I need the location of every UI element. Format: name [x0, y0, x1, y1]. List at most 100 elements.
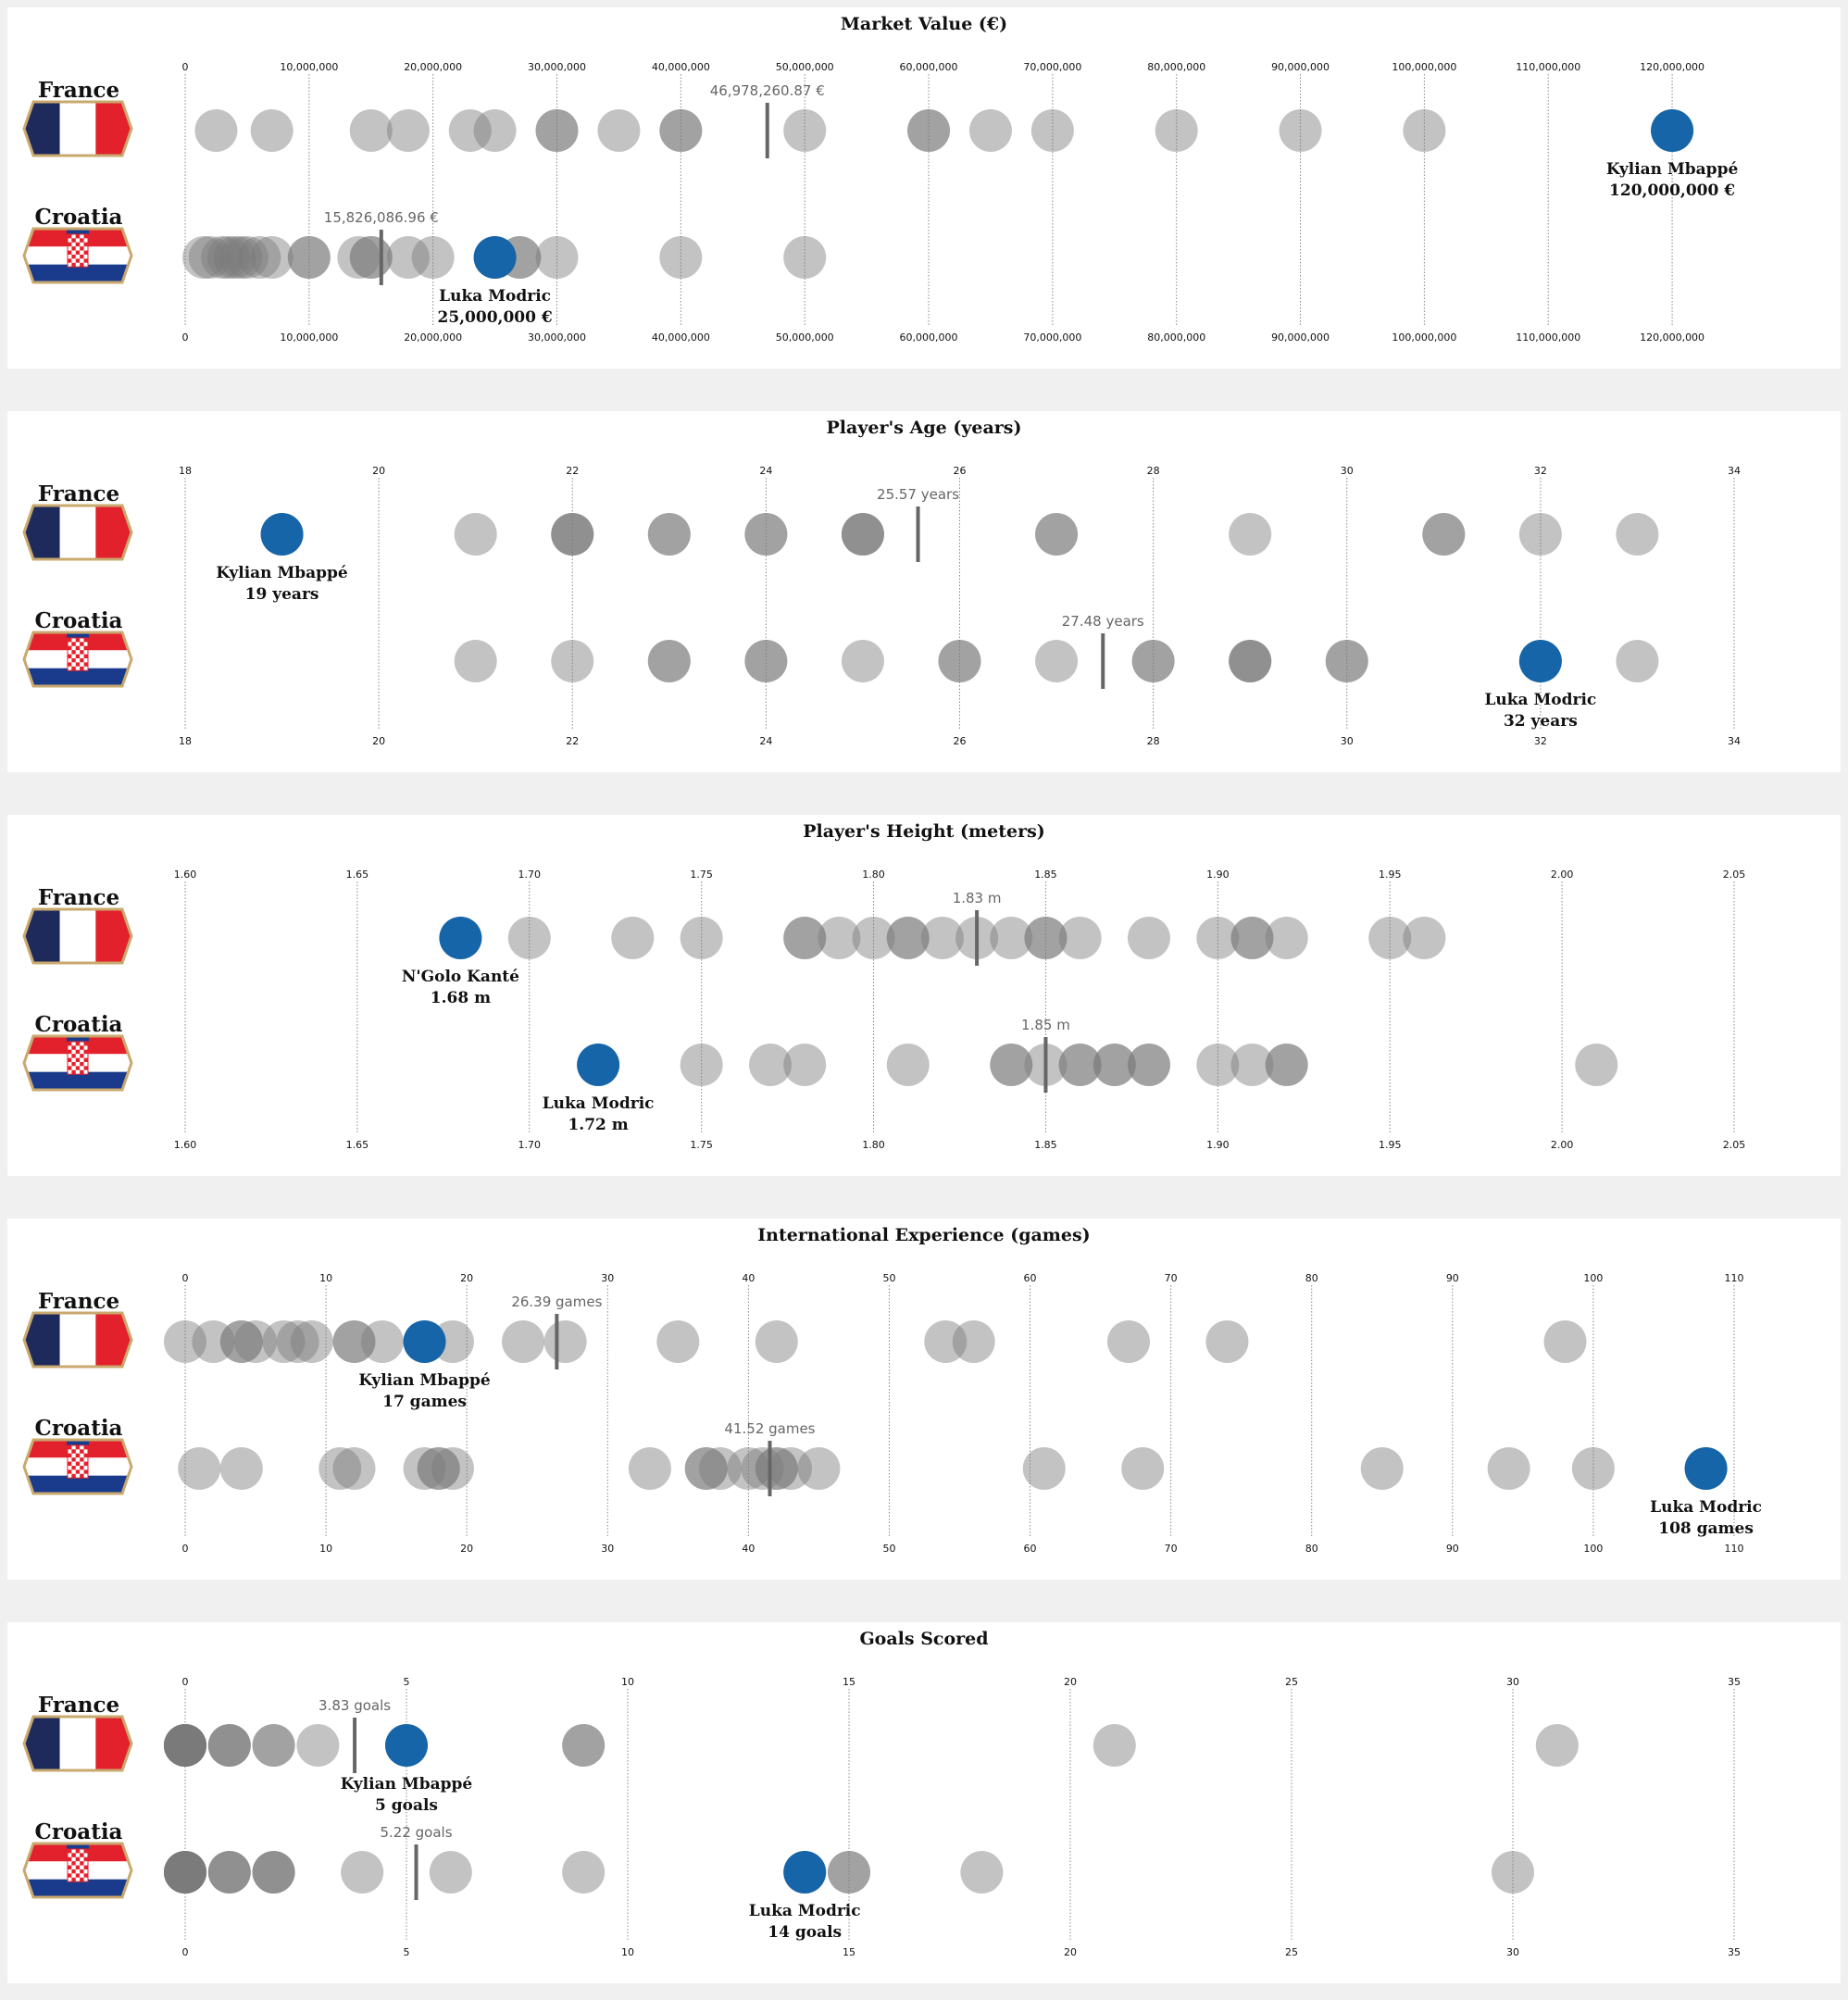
player-dot: [1024, 917, 1068, 959]
player-dot: [1360, 1447, 1404, 1490]
highlight-player-value: 19 years: [245, 585, 319, 604]
tick-label-bottom: 70: [1165, 1543, 1178, 1555]
highlight-player-dot: [1684, 1447, 1728, 1490]
highlight-player-value: 25,000,000 €: [437, 308, 552, 327]
player-dot: [502, 1320, 545, 1363]
chart-panel: Player's Height (meters) 1.60 1.60 1.65 1.65…: [7, 815, 1841, 1176]
player-dot: [1518, 513, 1562, 556]
player-dot: [207, 1724, 251, 1767]
tick-label-bottom: 25: [1285, 1946, 1298, 1958]
croatia-flag: [24, 1036, 131, 1090]
tick-label-top: 100: [1583, 1272, 1603, 1284]
player-dot: [188, 236, 231, 279]
highlight-player-value: 1.68 m: [431, 989, 491, 1007]
tick-label-bottom: 110,000,000: [1516, 331, 1580, 344]
player-dot: [952, 1320, 995, 1363]
player-dot: [1403, 109, 1446, 152]
tick-label-top: 20: [372, 465, 385, 477]
tick-label-bottom: 30: [1506, 1946, 1519, 1958]
highlight-player-name: Kylian Mbappé: [358, 1371, 491, 1390]
player-dot: [337, 236, 381, 279]
player-dot: [201, 236, 244, 279]
tick-label-top: 15: [843, 1676, 855, 1688]
player-dot: [252, 1724, 295, 1767]
player-dot: [680, 1044, 723, 1086]
tick-label-top: 70,000,000: [1023, 61, 1081, 73]
player-dot: [1035, 513, 1079, 556]
player-dot: [647, 640, 691, 682]
tick-label-top: 30: [601, 1272, 614, 1284]
tick-label-top: 1.80: [862, 869, 885, 881]
player-dot: [535, 236, 579, 279]
player-dot: [990, 1044, 1033, 1086]
player-dot: [886, 1044, 930, 1086]
player-dot: [659, 236, 703, 279]
highlight-player-dot: [260, 513, 304, 556]
tick-label-bottom: 32: [1534, 735, 1547, 747]
tick-label-top: 120,000,000: [1640, 61, 1704, 73]
chart-svg: Player's Age (years) 18 18 20 20 22 22 24 24 26 26…: [22, 418, 1741, 747]
player-dot: [755, 1447, 798, 1490]
player-dot: [178, 1447, 221, 1490]
tick-label-bottom: 15: [843, 1946, 855, 1958]
tick-label-bottom: 40,000,000: [652, 331, 710, 344]
player-dot: [194, 109, 238, 152]
chart-panel: Market Value (€) 0 0 10,000,000 10,000,000 20…: [7, 7, 1841, 369]
player-dot: [535, 109, 579, 152]
mean-label: 46,978,260.87 €: [710, 82, 825, 99]
player-dot: [968, 109, 1012, 152]
chart-svg: International Experience (games) 0 0 10 10 20…: [22, 1225, 1762, 1555]
player-dot: [1229, 640, 1272, 682]
player-dot: [164, 1724, 206, 1767]
tick-label-top: 50: [882, 1272, 895, 1284]
tick-label-bottom: 1.65: [346, 1139, 369, 1151]
tick-label-top: 100,000,000: [1392, 61, 1456, 73]
player-dot: [1616, 513, 1659, 556]
player-dot: [349, 109, 393, 152]
player-dot: [213, 236, 256, 279]
highlight-player-name: Kylian Mbappé: [1606, 160, 1739, 179]
player-dot: [238, 236, 281, 279]
player-dot: [1575, 1044, 1618, 1086]
player-dot: [349, 236, 393, 279]
player-dot: [1107, 1320, 1151, 1363]
player-dot: [1024, 917, 1068, 959]
player-dot: [250, 109, 293, 152]
player-dot: [207, 1851, 251, 1894]
highlight-player-dot: [473, 236, 517, 279]
player-dot: [164, 1724, 206, 1767]
player-dot: [727, 1447, 770, 1490]
player-dot: [164, 1851, 206, 1894]
chart-title: Market Value (€): [841, 14, 1007, 34]
tick-label-bottom: 10,000,000: [280, 331, 338, 344]
tick-label-bottom: 30,000,000: [528, 331, 586, 344]
tick-label-bottom: 1.85: [1034, 1139, 1057, 1151]
player-dot: [417, 1447, 460, 1490]
mean-label: 25.57 years: [877, 486, 959, 503]
tick-label-bottom: 100: [1583, 1543, 1603, 1555]
tick-label-top: 32: [1534, 465, 1547, 477]
player-dot: [207, 1851, 251, 1894]
player-dot: [562, 1724, 606, 1767]
player-dot: [332, 1320, 376, 1363]
player-dot: [164, 1724, 206, 1767]
tick-label-bottom: 34: [1728, 735, 1741, 747]
highlight-player-name: Luka Modric: [1484, 691, 1596, 709]
tick-label-top: 18: [179, 465, 192, 477]
tick-label-top: 1.90: [1206, 869, 1230, 881]
tick-label-bottom: 30: [1341, 735, 1354, 747]
player-dot: [164, 1724, 206, 1767]
tick-label-top: 90: [1446, 1272, 1459, 1284]
tick-label-bottom: 35: [1728, 1946, 1741, 1958]
player-dot: [219, 236, 263, 279]
player-dot: [1487, 1447, 1530, 1490]
tick-label-top: 20: [460, 1272, 473, 1284]
tick-label-bottom: 110: [1725, 1543, 1744, 1555]
player-dot: [783, 236, 827, 279]
player-dot: [276, 1320, 319, 1363]
player-dot: [1205, 1320, 1249, 1363]
player-dot: [341, 1851, 384, 1894]
player-dot: [1093, 1724, 1136, 1767]
tick-label-top: 0: [182, 1272, 189, 1284]
tick-label-bottom: 70,000,000: [1023, 331, 1081, 344]
